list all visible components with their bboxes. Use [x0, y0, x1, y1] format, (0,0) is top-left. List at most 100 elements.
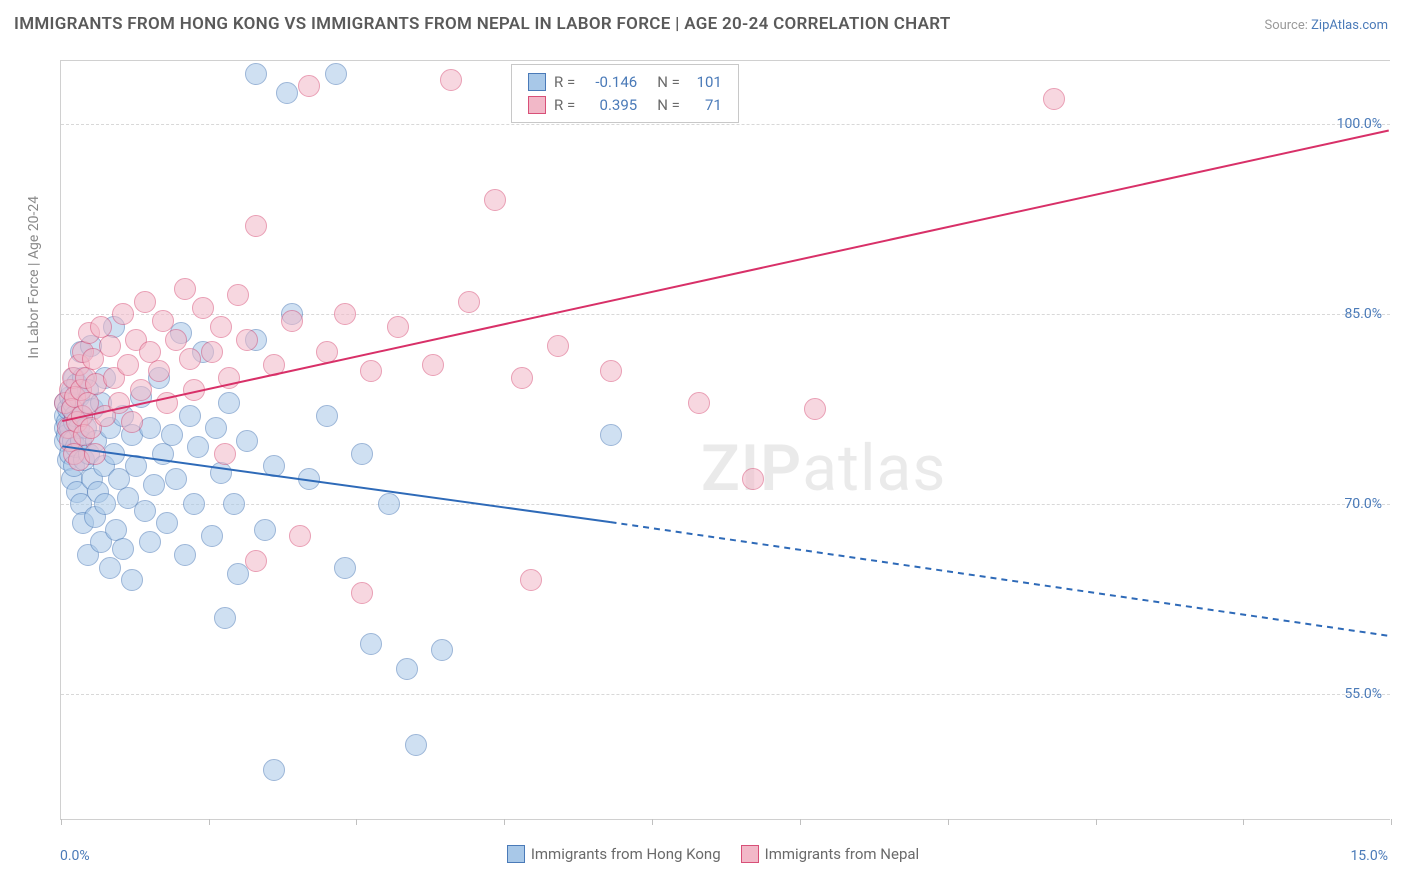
x-tick — [1391, 819, 1392, 825]
trend-lines-svg — [61, 61, 1390, 819]
scatter-point — [152, 310, 174, 332]
source-prefix: Source: — [1264, 18, 1311, 33]
scatter-point — [201, 341, 223, 363]
scatter-point — [134, 291, 156, 313]
scatter-point — [236, 430, 258, 452]
scatter-point — [174, 544, 196, 566]
scatter-point — [139, 531, 161, 553]
scatter-point — [688, 392, 710, 414]
scatter-point — [351, 582, 373, 604]
scatter-point — [254, 519, 276, 541]
scatter-point — [99, 335, 121, 357]
plot-area: ZIPatlas R = -0.146 N = 101 R = 0.395 N … — [60, 60, 1390, 820]
r-value-nepal: 0.395 — [583, 94, 637, 117]
x-tick — [356, 819, 357, 825]
scatter-point — [316, 405, 338, 427]
y-axis-title: In Labor Force | Age 20-24 — [26, 196, 42, 359]
scatter-point — [360, 633, 382, 655]
scatter-point — [804, 398, 826, 420]
scatter-point — [121, 411, 143, 433]
legend-swatch — [741, 845, 759, 863]
y-tick-label: 55.0% — [1344, 686, 1382, 702]
scatter-point — [205, 417, 227, 439]
scatter-point — [378, 493, 400, 515]
y-tick-label: 70.0% — [1344, 496, 1382, 512]
scatter-point — [298, 75, 320, 97]
scatter-point — [148, 360, 170, 382]
scatter-point — [1043, 88, 1065, 110]
scatter-point — [263, 759, 285, 781]
scatter-point — [125, 455, 147, 477]
scatter-point — [179, 348, 201, 370]
scatter-point — [218, 392, 240, 414]
scatter-point — [174, 278, 196, 300]
scatter-point — [600, 424, 622, 446]
x-tick — [209, 819, 210, 825]
scatter-point — [316, 341, 338, 363]
gridline — [61, 504, 1390, 505]
x-tick — [652, 819, 653, 825]
scatter-point — [405, 734, 427, 756]
scatter-point — [227, 284, 249, 306]
source-link[interactable]: ZipAtlas.com — [1311, 18, 1388, 33]
y-tick-label: 100.0% — [1337, 116, 1382, 132]
x-tick — [61, 819, 62, 825]
n-value-hongkong: 101 — [688, 71, 722, 94]
n-value-nepal: 71 — [688, 94, 722, 117]
scatter-point — [210, 316, 232, 338]
scatter-point — [298, 468, 320, 490]
x-tick — [800, 819, 801, 825]
scatter-point — [112, 303, 134, 325]
x-tick — [1096, 819, 1097, 825]
scatter-point — [112, 538, 134, 560]
legend-swatch-nepal — [528, 96, 546, 114]
scatter-point — [281, 310, 303, 332]
scatter-point — [152, 443, 174, 465]
scatter-point — [511, 367, 533, 389]
scatter-point — [245, 215, 267, 237]
scatter-point — [360, 360, 382, 382]
scatter-point — [223, 493, 245, 515]
r-label: R = — [554, 71, 575, 94]
legend-swatch-hongkong — [528, 73, 546, 91]
r-label: R = — [554, 94, 575, 117]
scatter-point — [192, 297, 214, 319]
trend-line — [62, 130, 1389, 421]
scatter-point — [236, 329, 258, 351]
scatter-point — [276, 82, 298, 104]
scatter-point — [334, 303, 356, 325]
scatter-point — [263, 354, 285, 376]
legend-label: Immigrants from Nepal — [765, 845, 920, 863]
source-attribution: Source: ZipAtlas.com — [1264, 18, 1388, 33]
scatter-point — [117, 354, 139, 376]
trend-line-extrapolated — [611, 522, 1389, 636]
gridline — [61, 694, 1390, 695]
correlation-row-1: R = -0.146 N = 101 — [528, 71, 722, 94]
scatter-point — [263, 455, 285, 477]
scatter-point — [143, 474, 165, 496]
scatter-point — [334, 557, 356, 579]
r-value-hongkong: -0.146 — [583, 71, 637, 94]
gridline — [61, 314, 1390, 315]
scatter-point — [156, 512, 178, 534]
scatter-point — [547, 335, 569, 357]
n-label: N = — [657, 94, 680, 117]
scatter-point — [121, 569, 143, 591]
correlation-row-2: R = 0.395 N = 71 — [528, 94, 722, 117]
scatter-point — [600, 360, 622, 382]
scatter-point — [134, 500, 156, 522]
scatter-point — [103, 443, 125, 465]
scatter-point — [520, 569, 542, 591]
y-tick-label: 85.0% — [1344, 306, 1382, 322]
scatter-point — [165, 329, 187, 351]
scatter-point — [387, 316, 409, 338]
scatter-point — [94, 493, 116, 515]
scatter-point — [161, 424, 183, 446]
scatter-point — [289, 525, 311, 547]
legend-swatch — [507, 845, 525, 863]
scatter-point — [396, 658, 418, 680]
scatter-point — [245, 63, 267, 85]
bottom-legend: Immigrants from Hong KongImmigrants from… — [0, 845, 1406, 863]
scatter-point — [742, 468, 764, 490]
scatter-point — [214, 607, 236, 629]
